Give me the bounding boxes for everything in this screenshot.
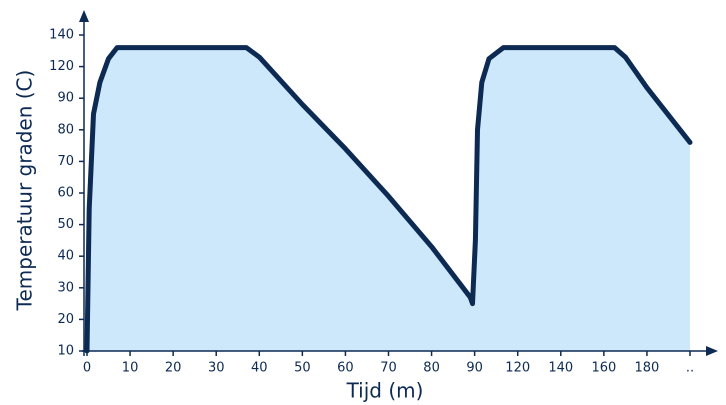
x-tick-label: 90 (466, 361, 483, 376)
y-axis-label: Temperatuur graden (C) (13, 70, 37, 312)
temperature-line (84, 45, 693, 354)
x-tick-label: 0 (83, 361, 91, 376)
y-tick-label: 60 (57, 186, 74, 201)
x-tick-label: 40 (251, 361, 268, 376)
y-tick-label: 40 (57, 249, 74, 264)
y-tick-label: 80 (57, 122, 74, 137)
x-tick-label: 50 (294, 361, 311, 376)
y-tick-label: 30 (57, 280, 74, 295)
x-tick-label: .. (686, 361, 694, 376)
y-tick-label: 50 (57, 217, 74, 232)
y-tick-label: 70 (57, 154, 74, 169)
x-arrow (706, 346, 718, 356)
x-tick-label: 10 (122, 361, 139, 376)
x-tick-label: 140 (548, 361, 573, 376)
x-axis-label: Tijd (m) (346, 379, 424, 403)
x-tick-label: 60 (337, 361, 354, 376)
y-tick-label: 120 (49, 59, 74, 74)
y-tick-label: 90 (57, 91, 74, 106)
x-tick-label: 80 (423, 361, 440, 376)
y-tick-label: 140 (49, 28, 74, 43)
x-tick-label: 160 (591, 361, 616, 376)
x-tick-label: 30 (208, 361, 225, 376)
x-tick-label: 120 (505, 361, 530, 376)
y-tick-label: 20 (57, 312, 74, 327)
y-tick-label: 10 (57, 344, 74, 359)
y-arrow (79, 10, 89, 22)
x-tick-label: 20 (165, 361, 182, 376)
x-tick-label: 180 (635, 361, 660, 376)
x-tick-label: 70 (380, 361, 397, 376)
